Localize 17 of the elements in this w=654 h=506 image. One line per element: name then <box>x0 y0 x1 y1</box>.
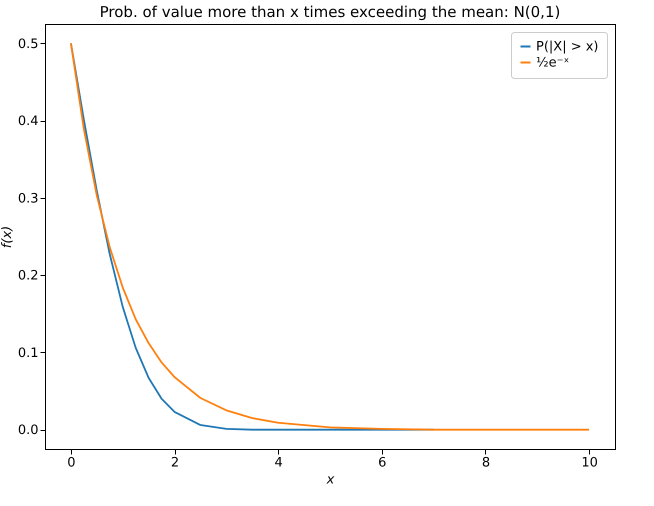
legend-label: ½e⁻ˣ <box>536 56 570 70</box>
x-tick-label: 6 <box>378 456 386 470</box>
legend-label: P(|X| > x) <box>536 40 598 54</box>
x-tick-label: 0 <box>67 456 76 470</box>
y-tick-label: 0.5 <box>18 36 38 52</box>
x-tick-label: 8 <box>482 456 490 470</box>
y-tick-label: 0.2 <box>18 268 38 284</box>
y-tick-label: 0.1 <box>18 346 38 361</box>
y-tick-label: 0.0 <box>18 423 38 438</box>
y-tick-label: 0.3 <box>18 191 38 206</box>
y-tick-label: 0.4 <box>18 114 38 130</box>
y-axis-title: f(x) <box>0 226 15 248</box>
x-axis-title: x <box>326 472 335 488</box>
chart-title: Prob. of value more than x times exceeding the mean: N(0,1) <box>100 3 560 21</box>
x-tick-label: 2 <box>170 456 180 470</box>
x-tick-label: 10 <box>581 456 598 470</box>
x-tick-label: 4 <box>274 456 283 470</box>
